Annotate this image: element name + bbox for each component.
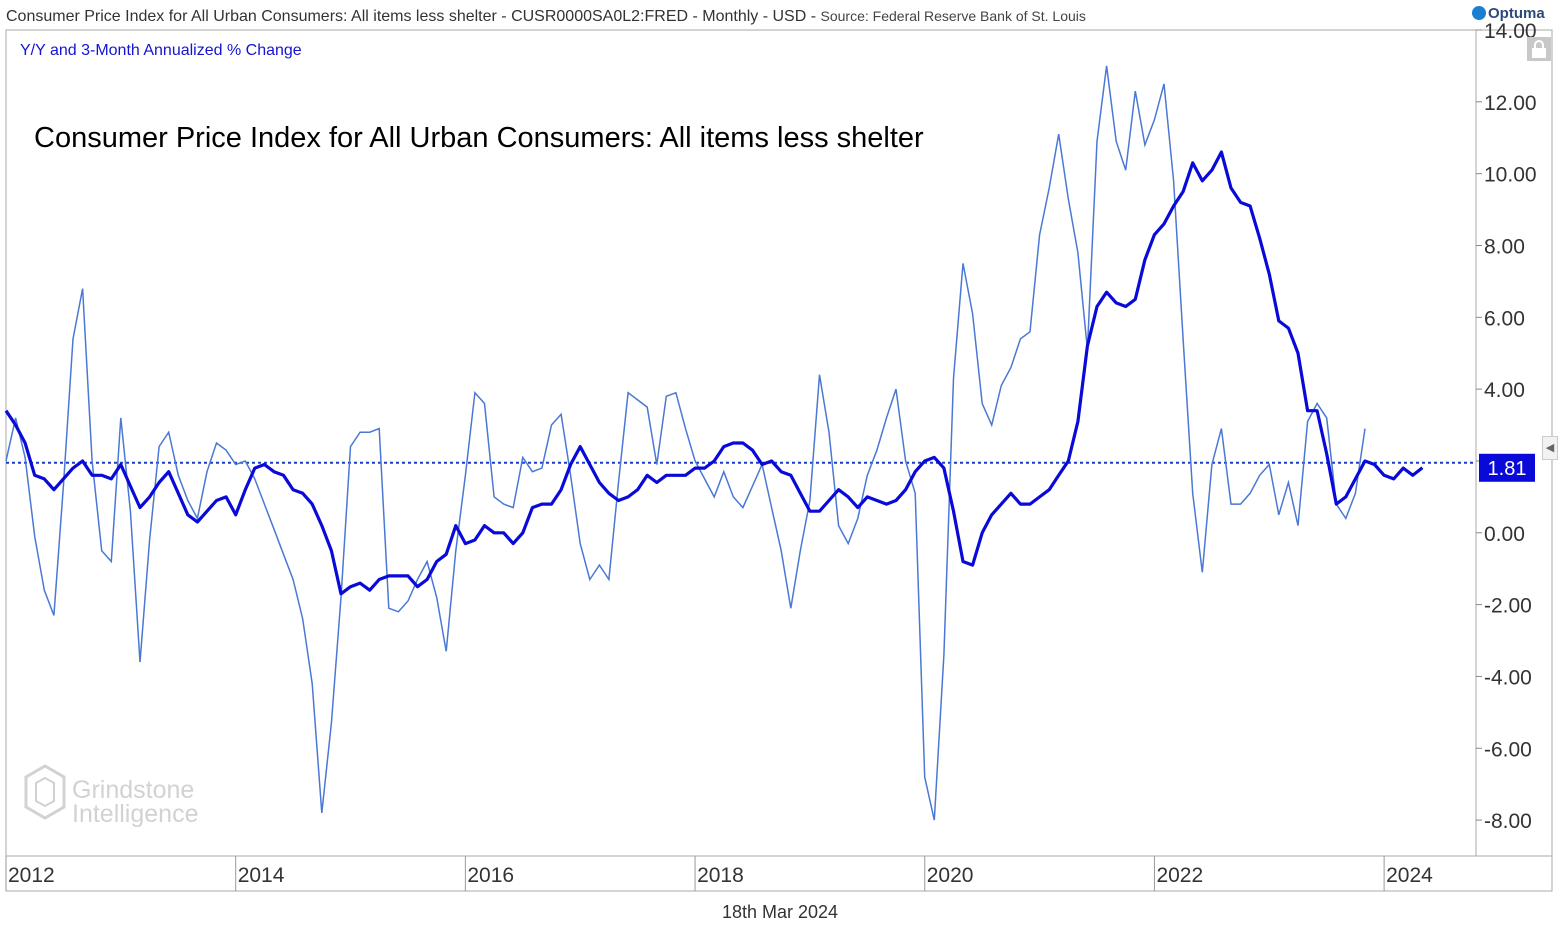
x-tick-label: 2024 [1386, 864, 1433, 887]
lock-icon[interactable] [1527, 37, 1551, 61]
chart-header-title: Consumer Price Index for All Urban Consu… [6, 8, 807, 25]
y-tick-label: 8.00 [1484, 235, 1525, 258]
watermark-hexagon-icon [24, 764, 66, 820]
y-tick-label: -8.00 [1484, 810, 1532, 833]
last-value-box [1479, 453, 1535, 482]
y-tick-label: 6.00 [1484, 307, 1525, 330]
x-axis-frame [5, 855, 1553, 892]
chart-header-source: Source: Federal Reserve Bank of St. Loui… [820, 8, 1086, 24]
chart-subtitle: Y/Y and 3-Month Annualized % Change [20, 42, 302, 59]
chart-header: Consumer Price Index for All Urban Consu… [6, 8, 1086, 25]
y-tick-label: 0.00 [1484, 523, 1525, 546]
y-tick-label: 4.00 [1484, 379, 1525, 402]
watermark-text: Grindstone Intelligence [72, 776, 199, 828]
y-tick-label: 10.00 [1484, 164, 1537, 187]
series-annualized-line [5, 65, 1366, 821]
x-tick-label: 2014 [238, 864, 285, 887]
y-tick-label: -4.00 [1484, 666, 1532, 689]
x-tick-label: 2012 [8, 864, 55, 887]
date-label: 18th Mar 2024 [721, 902, 839, 922]
y-tick-label: -6.00 [1484, 738, 1532, 761]
optuma-logo-icon [1472, 6, 1486, 20]
x-tick-label: 2020 [927, 864, 974, 887]
last-value-label: 1.81 [1488, 458, 1527, 480]
chart-title: Consumer Price Index for All Urban Consu… [34, 122, 924, 154]
series-yoy-line [4, 150, 1424, 596]
y-tick-label: 14.00 [1484, 20, 1537, 43]
watermark: Grindstone Intelligence [22, 762, 198, 827]
x-tick-label: 2016 [467, 864, 514, 887]
optuma-logo: Optuma [1472, 5, 1545, 22]
collapse-panel-button[interactable]: ◀ [1542, 436, 1558, 460]
x-axis: 2012 2014 2016 2018 2020 2022 2024 [5, 856, 1433, 891]
last-value-badge: 1.81 [1479, 453, 1535, 482]
y-tick-label: 12.00 [1484, 92, 1537, 115]
axis-frame [1475, 29, 1553, 857]
x-tick-label: 2022 [1156, 864, 1203, 887]
y-tick-label: -2.00 [1484, 595, 1532, 618]
x-tick-label: 2018 [697, 864, 744, 887]
